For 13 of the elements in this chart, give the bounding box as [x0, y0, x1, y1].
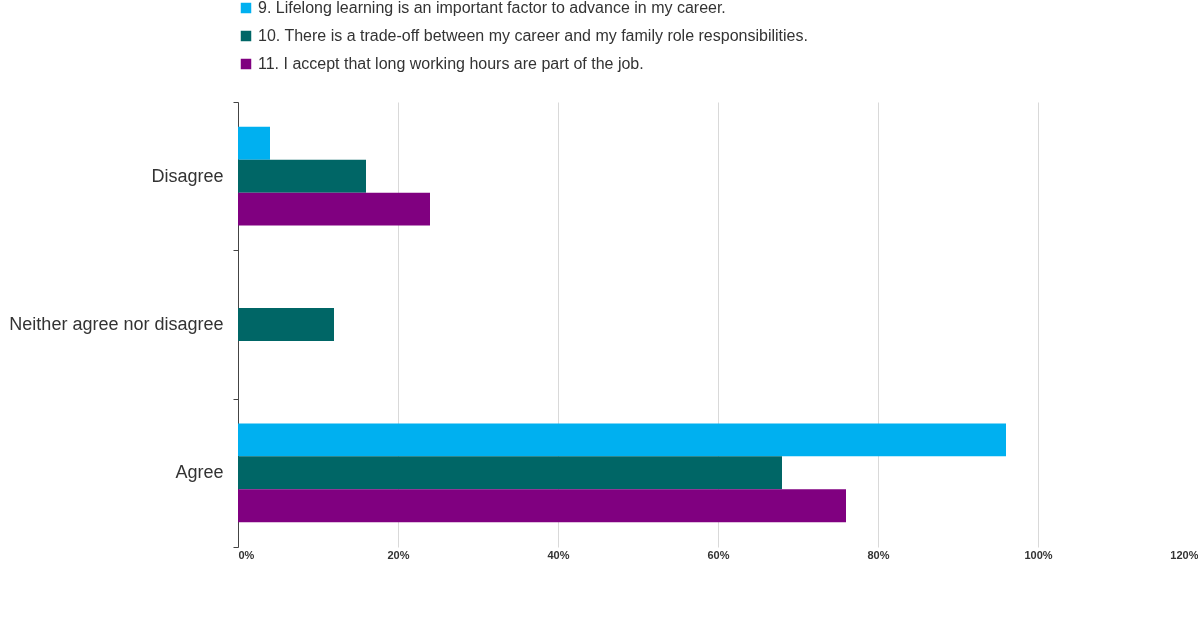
x-tick-label: 0%: [238, 548, 255, 561]
x-tick-label: 20%: [387, 548, 410, 561]
legend-label: 9. Lifelong learning is an important factor to advance in my career.: [258, 0, 726, 16]
x-tick-label: 60%: [707, 548, 730, 561]
x-tick-label: 120%: [1170, 548, 1198, 561]
x-tick-label: 40%: [547, 548, 570, 561]
y-tick-label: Agree: [175, 462, 224, 483]
legend-label: 10. There is a trade-off between my career and my family role responsibilities.: [258, 27, 808, 44]
y-tick-label: Neither agree nor disagree: [9, 314, 224, 334]
y-tick-label: Disagree: [151, 165, 224, 186]
x-tick-label: 80%: [867, 548, 890, 561]
legend-label: 11. I accept that long working hours are part of the job.: [258, 55, 644, 72]
x-tick-label: 100%: [1024, 548, 1053, 561]
